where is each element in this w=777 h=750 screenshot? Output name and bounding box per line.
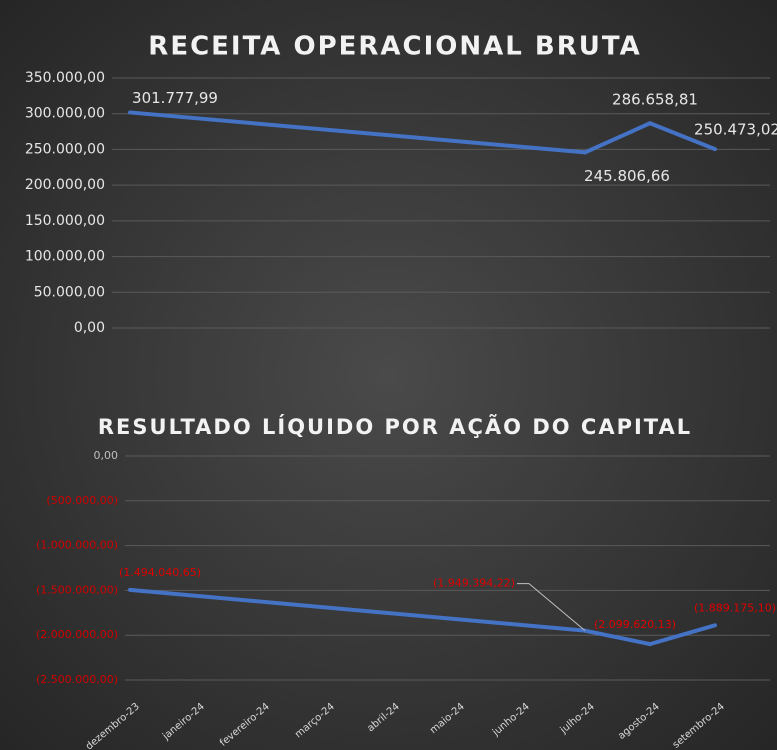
- y-tick-label: 0,00: [74, 320, 105, 336]
- y-tick-label: (1.000.000,00): [36, 539, 118, 552]
- y-tick-label: 250.000,00: [25, 141, 105, 157]
- line-segment: [583, 121, 652, 155]
- line-segment: [583, 628, 652, 647]
- data-label: 245.806,66: [584, 167, 670, 185]
- data-label: 250.473,02: [694, 121, 777, 139]
- data-label: 286.658,81: [612, 91, 698, 109]
- line-segment: [128, 110, 587, 155]
- y-tick-label: (500.000,00): [46, 494, 118, 507]
- data-label: 301.777,99: [132, 89, 218, 107]
- data-label: (1.494.040,65): [119, 566, 201, 579]
- line-segment: [648, 623, 717, 647]
- data-label: (1.949.394,22): [433, 577, 515, 590]
- line-segment: [648, 121, 717, 152]
- y-tick-label: 200.000,00: [25, 177, 105, 193]
- chart-title: RESULTADO LÍQUIDO POR AÇÃO DO CAPITAL: [98, 414, 692, 439]
- y-tick-label: 350.000,00: [25, 70, 105, 86]
- y-tick-label: (2.500.000,00): [36, 673, 118, 686]
- y-tick-label: 300.000,00: [25, 106, 105, 122]
- y-tick-label: 0,00: [94, 449, 119, 462]
- y-tick-label: 50.000,00: [34, 284, 105, 300]
- line-segment: [128, 587, 587, 633]
- y-tick-label: (2.000.000,00): [36, 628, 118, 641]
- y-tick-label: 150.000,00: [25, 213, 105, 229]
- leader-line: [517, 583, 586, 632]
- chart-title: RECEITA OPERACIONAL BRUTA: [148, 32, 641, 62]
- data-label: (2.099.620,13): [594, 618, 676, 631]
- y-tick-label: 100.000,00: [25, 249, 105, 265]
- data-label: (1.889.175,10): [694, 601, 776, 614]
- y-tick-label: (1.500.000,00): [36, 583, 118, 596]
